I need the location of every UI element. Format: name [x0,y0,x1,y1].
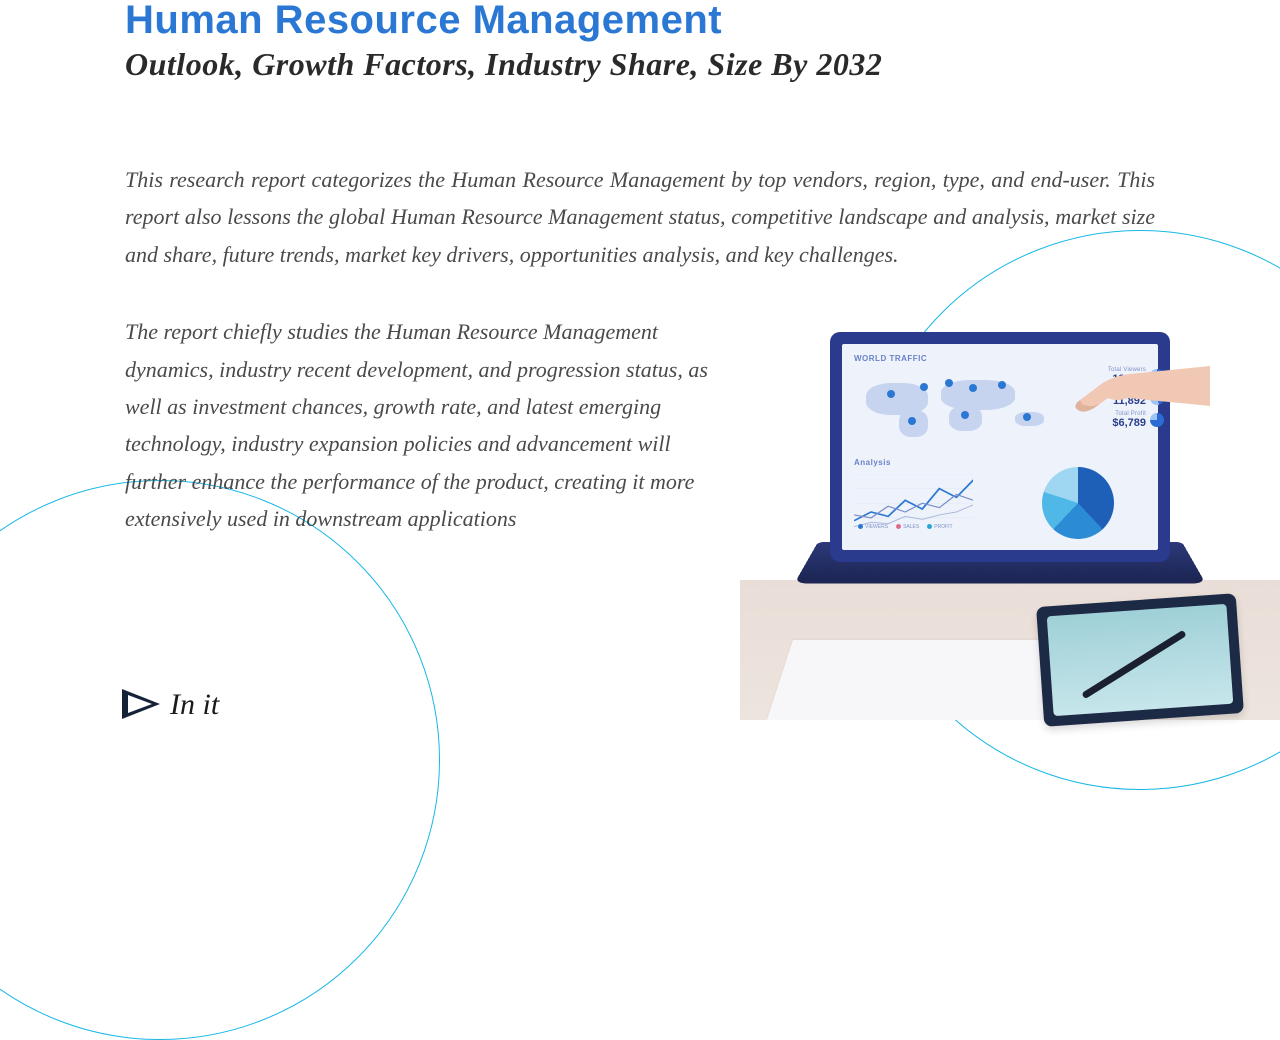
logo-fragment: In it [122,689,219,724]
page-title: Human Resource Management [125,0,1155,40]
logo-text-fragment: In it [170,688,219,722]
page-subtitle: Outlook, Growth Factors, Industry Share,… [125,46,1155,83]
decorative-curve-bottom-left [0,480,440,1040]
intro-paragraph-1: This research report categorizes the Hum… [125,161,1155,273]
content-block: Human Resource Management Outlook, Growt… [0,0,1280,538]
intro-paragraph-2: The report chiefly studies the Human Res… [125,313,735,537]
logo-triangle-icon [122,689,160,724]
